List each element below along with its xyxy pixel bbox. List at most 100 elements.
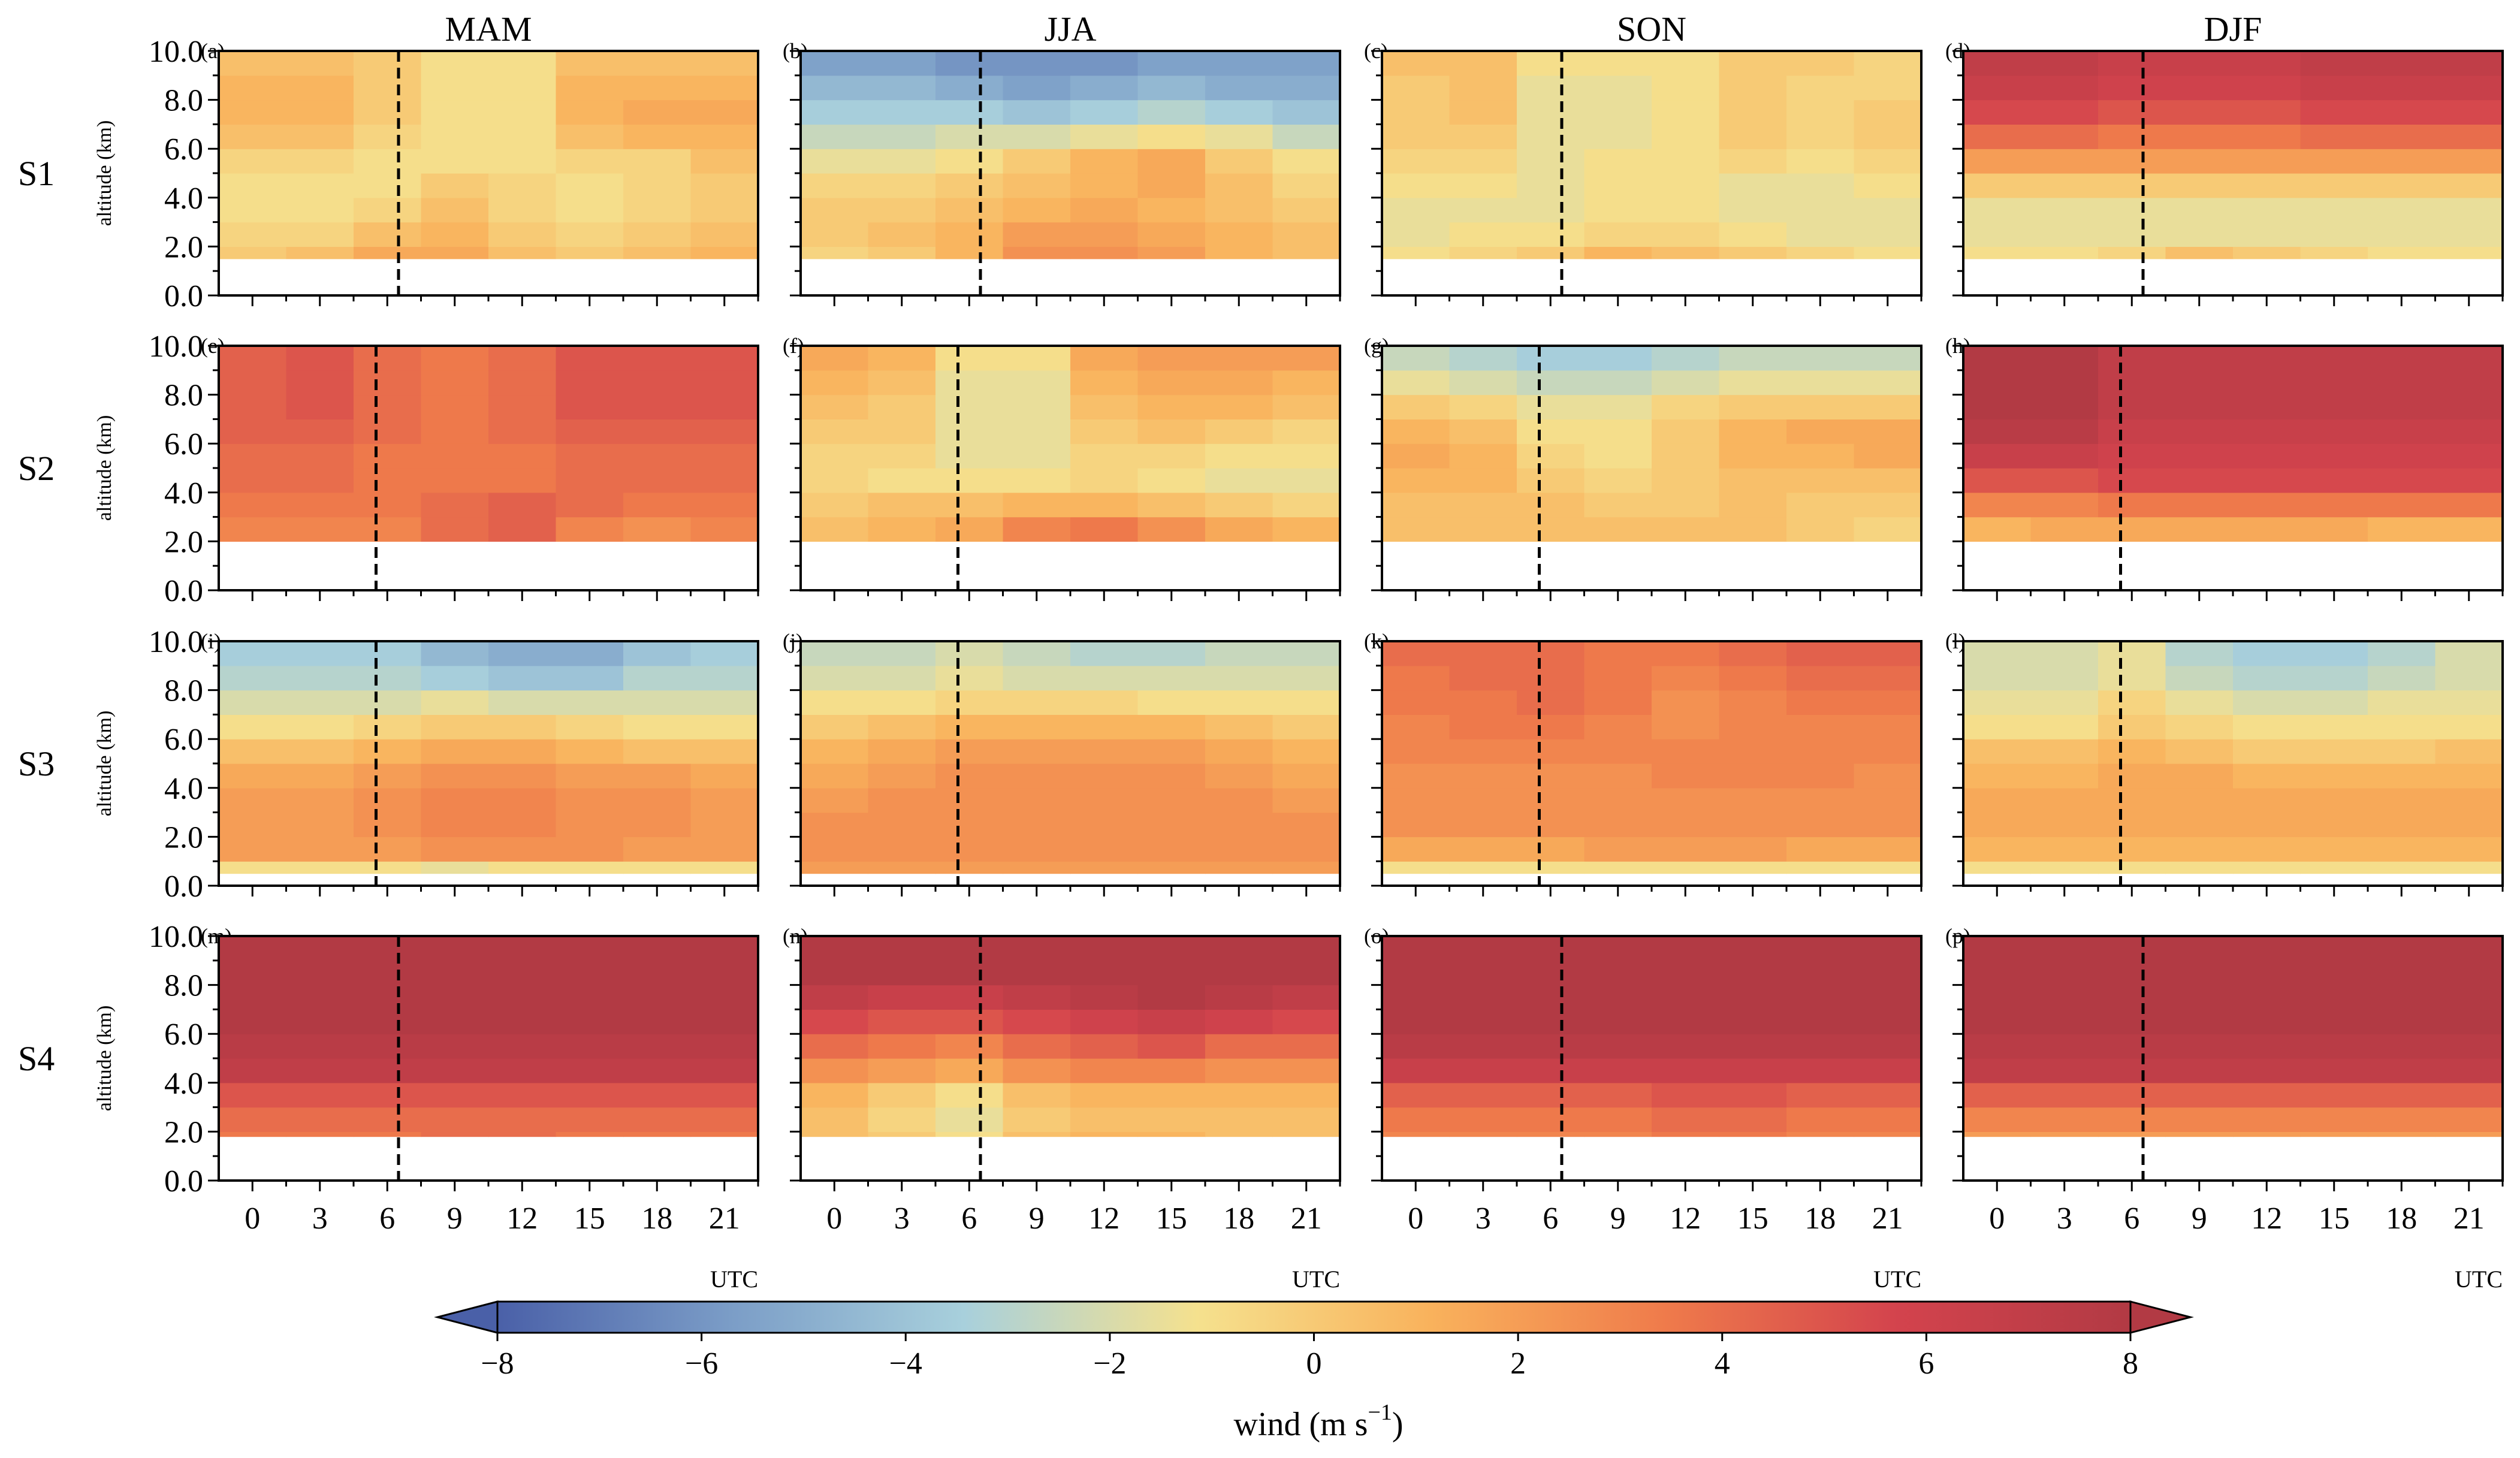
- heatmap-cell: [1719, 960, 1787, 986]
- heatmap-cell: [556, 763, 624, 789]
- heatmap-cell: [1205, 1058, 1273, 1083]
- heatmap-cell: [2435, 222, 2503, 247]
- heatmap-cell: [1517, 861, 1585, 874]
- heatmap-cell: [1272, 222, 1341, 247]
- heatmap-cell: [2435, 517, 2503, 542]
- heatmap-cell: [1070, 517, 1139, 542]
- heatmap-cell: [1963, 1009, 2032, 1034]
- heatmap-cell: [1517, 714, 1585, 739]
- heatmap-cell: [1272, 1058, 1341, 1083]
- heatmap-cell: [623, 492, 692, 518]
- heatmap-cell: [690, 861, 759, 874]
- heatmap-cell: [1854, 149, 1922, 174]
- heatmap-cell: [623, 1034, 692, 1059]
- heatmap-cell: [421, 1131, 489, 1137]
- heatmap-cell: [623, 739, 692, 764]
- heatmap-cell: [2165, 99, 2234, 125]
- heatmap-cell: [801, 665, 869, 691]
- heatmap-cell: [2030, 346, 2099, 371]
- heatmap-cell: [801, 197, 869, 223]
- heatmap-cell: [1517, 690, 1585, 715]
- heatmap-cell: [1854, 173, 1922, 198]
- heatmap-cell: [1652, 837, 1720, 862]
- heatmap-cell: [219, 246, 287, 259]
- heatmap-cell: [2030, 665, 2099, 691]
- heatmap-cell: [2300, 394, 2368, 419]
- heatmap-cell: [690, 99, 759, 125]
- heatmap-cell: [219, 149, 287, 174]
- heatmap-cell: [2300, 370, 2368, 396]
- heatmap-cell: [801, 75, 869, 101]
- heatmap-cell: [690, 714, 759, 739]
- heatmap-cell: [2368, 394, 2436, 419]
- heatmap-cell: [1070, 861, 1139, 874]
- heatmap-cell: [1003, 1009, 1071, 1034]
- heatmap-cell: [690, 936, 759, 961]
- heatmap-cell: [1719, 346, 1787, 371]
- heatmap-cell: [1652, 99, 1720, 125]
- heatmap-cell: [488, 468, 557, 493]
- heatmap-cell: [1070, 492, 1139, 518]
- heatmap-cell: [1382, 1058, 1450, 1083]
- heatmap-cell: [421, 173, 489, 198]
- heatmap-cell: [868, 246, 936, 259]
- heatmap-cell: [1272, 197, 1341, 223]
- heatmap-cell: [421, 641, 489, 666]
- heatmap-cell: [1382, 1034, 1450, 1059]
- heatmap-cell: [1786, 763, 1855, 789]
- heatmap-cell: [1584, 124, 1652, 149]
- heatmap-cell: [1786, 1009, 1855, 1034]
- heatmap-cell: [219, 665, 287, 691]
- heatmap-cell: [1382, 985, 1450, 1010]
- heatmap-cell: [868, 517, 936, 542]
- heatmap-cell: [1003, 124, 1071, 149]
- heatmap-cell: [1137, 197, 1206, 223]
- heatmap-cell: [286, 960, 354, 986]
- heatmap-cell: [1003, 1131, 1071, 1137]
- heatmap-cell: [2165, 665, 2234, 691]
- heatmap-cell: [690, 985, 759, 1010]
- heatmap-cell: [2098, 346, 2166, 371]
- heatmap-cell: [1449, 1082, 1517, 1108]
- heatmap-cell: [556, 665, 624, 691]
- heatmap-cell: [1137, 739, 1206, 764]
- heatmap-cell: [286, 985, 354, 1010]
- heatmap-cell: [1854, 419, 1922, 444]
- heatmap-cell: [2233, 517, 2301, 542]
- heatmap-cell: [2368, 812, 2436, 837]
- heatmap-cell: [1719, 419, 1787, 444]
- heatmap-cell: [623, 985, 692, 1010]
- heatmap-cell: [1963, 346, 2032, 371]
- heatmap-cell: [488, 1107, 557, 1132]
- heatmap-cell: [801, 370, 869, 396]
- heatmap-cell: [623, 370, 692, 396]
- heatmap-cell: [2435, 1009, 2503, 1034]
- x-tick-label: 21: [709, 1202, 740, 1236]
- heatmap-cell: [1786, 197, 1855, 223]
- heatmap-cell: [1517, 985, 1585, 1010]
- heatmap-cell: [868, 1034, 936, 1059]
- heatmap-cell: [1003, 861, 1071, 874]
- heatmap-cell: [1205, 517, 1273, 542]
- heatmap-cell: [488, 812, 557, 837]
- heatmap-cell: [354, 812, 422, 837]
- heatmap-cell: [2435, 173, 2503, 198]
- heatmap-cell: [1719, 739, 1787, 764]
- heatmap-cell: [1070, 641, 1139, 666]
- heatmap-cell: [286, 739, 354, 764]
- heatmap-cell: [2098, 763, 2166, 789]
- heatmap-cell: [2300, 936, 2368, 961]
- heatmap-cell: [1382, 1082, 1450, 1108]
- heatmap-cell: [2435, 370, 2503, 396]
- heatmap-cell: [1584, 246, 1652, 259]
- heatmap-cell: [1854, 714, 1922, 739]
- heatmap-cell: [1003, 419, 1071, 444]
- heatmap-cell: [2233, 246, 2301, 259]
- heatmap-cell: [2030, 1058, 2099, 1083]
- heatmap-cell: [1963, 370, 2032, 396]
- heatmap-cell: [219, 739, 287, 764]
- x-tick-label: 21: [2453, 1202, 2485, 1236]
- y-tick-label: 6.0: [164, 1018, 203, 1052]
